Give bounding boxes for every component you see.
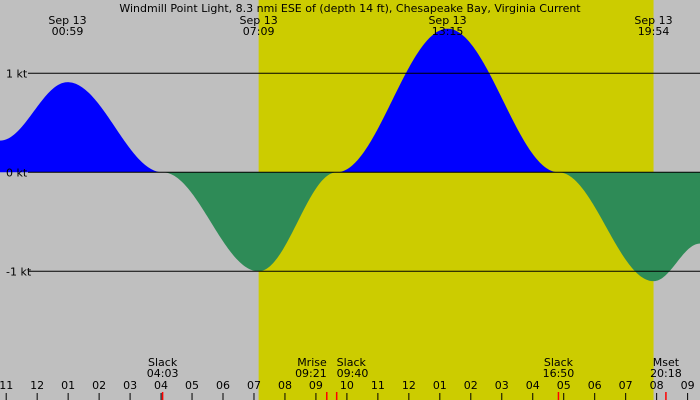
event-name-label: Slack	[148, 356, 178, 369]
chart-title: Windmill Point Light, 8.3 nmi ESE of (de…	[119, 2, 581, 15]
hour-tick-label: 01	[433, 379, 447, 392]
hour-tick-label: 04	[154, 379, 168, 392]
hour-tick-label: 12	[30, 379, 44, 392]
current-area-series	[0, 28, 700, 282]
hour-tick-label: 06	[216, 379, 230, 392]
event-name-label: Slack	[337, 356, 367, 369]
hour-tick-label: 06	[588, 379, 602, 392]
hour-tick-label: 11	[371, 379, 385, 392]
hour-tick-label: 05	[185, 379, 199, 392]
hour-tick-label: 07	[619, 379, 633, 392]
event-time-label: 09:40	[337, 367, 369, 380]
hour-tick-label: 01	[61, 379, 75, 392]
event-time-label: 20:18	[650, 367, 682, 380]
top-time-label: 00:59	[52, 25, 84, 38]
ebb-current-area	[0, 172, 700, 282]
hour-tick-label: 03	[123, 379, 137, 392]
top-time-label: 07:09	[243, 25, 275, 38]
hour-tick-label: 02	[92, 379, 106, 392]
event-time-label: 16:50	[543, 367, 575, 380]
event-time-label: 09:21	[295, 367, 327, 380]
top-date-label: Sep 13	[428, 14, 466, 27]
event-time-label: 04:03	[147, 367, 179, 380]
hour-tick-label: 05	[557, 379, 571, 392]
hour-tick-label: 10	[340, 379, 354, 392]
top-time-label: 19:54	[638, 25, 670, 38]
y-tick-label: 1 kt	[6, 67, 28, 80]
hour-tick-label: 08	[650, 379, 664, 392]
hour-tick-label: 02	[464, 379, 478, 392]
y-tick-label: -1 kt	[6, 265, 32, 278]
hour-tick-label: 12	[402, 379, 416, 392]
y-tick-label: 0 kt	[6, 166, 28, 179]
top-date-label: Sep 13	[634, 14, 672, 27]
event-name-label: Mset	[653, 356, 680, 369]
event-name-label: Mrise	[297, 356, 327, 369]
top-date-label: Sep 13	[240, 14, 278, 27]
hour-tick-label: 09	[681, 379, 695, 392]
hour-tick-label: 11	[0, 379, 13, 392]
y-gridlines: 1 kt 0 kt -1 kt	[6, 67, 700, 278]
hour-tick-label: 07	[247, 379, 261, 392]
hour-tick-label: 09	[309, 379, 323, 392]
hour-tick-label: 04	[526, 379, 540, 392]
hour-tick-label: 03	[495, 379, 509, 392]
top-time-label: 13:15	[432, 25, 464, 38]
top-date-label: Sep 13	[48, 14, 86, 27]
hour-tick-label: 08	[278, 379, 292, 392]
flood-current-area	[0, 28, 700, 173]
event-name-label: Slack	[544, 356, 574, 369]
